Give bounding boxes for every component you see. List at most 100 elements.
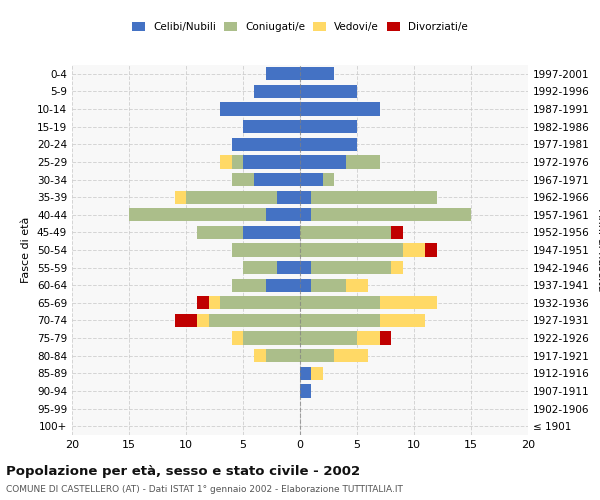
Bar [300, 314, 425, 327]
Bar [300, 156, 380, 168]
Bar [266, 208, 300, 222]
Bar [300, 384, 311, 398]
Bar [254, 85, 300, 98]
Bar [300, 314, 380, 327]
Bar [266, 67, 300, 80]
Bar [243, 261, 300, 274]
Bar [300, 384, 311, 398]
Bar [300, 67, 334, 80]
Bar [232, 173, 300, 186]
Bar [300, 173, 323, 186]
Bar [277, 261, 300, 274]
Bar [197, 226, 300, 239]
Bar [254, 85, 300, 98]
Bar [300, 332, 357, 344]
Bar [232, 156, 300, 168]
Bar [300, 244, 425, 256]
Bar [186, 190, 300, 204]
Bar [266, 67, 300, 80]
Bar [300, 208, 471, 222]
Bar [300, 138, 357, 151]
Bar [232, 244, 300, 256]
Bar [300, 244, 403, 256]
Bar [220, 102, 300, 116]
Bar [300, 226, 391, 239]
Bar [300, 226, 403, 239]
Bar [300, 208, 311, 222]
Bar [300, 85, 357, 98]
Bar [300, 173, 334, 186]
Bar [300, 102, 380, 116]
Bar [300, 208, 471, 222]
Bar [300, 366, 311, 380]
Bar [129, 208, 300, 222]
Bar [300, 366, 323, 380]
Bar [300, 278, 368, 292]
Bar [232, 278, 300, 292]
Bar [300, 349, 334, 362]
Bar [300, 190, 437, 204]
Bar [300, 85, 357, 98]
Bar [300, 226, 391, 239]
Bar [254, 85, 300, 98]
Bar [220, 156, 300, 168]
Bar [300, 296, 380, 310]
Bar [243, 120, 300, 134]
Bar [300, 261, 403, 274]
Bar [300, 85, 357, 98]
Bar [175, 190, 300, 204]
Bar [300, 102, 380, 116]
Bar [243, 120, 300, 134]
Bar [209, 314, 300, 327]
Bar [277, 190, 300, 204]
Bar [300, 296, 437, 310]
Y-axis label: Fasce di età: Fasce di età [22, 217, 31, 283]
Bar [300, 67, 334, 80]
Bar [232, 173, 300, 186]
Bar [266, 67, 300, 80]
Bar [197, 314, 300, 327]
Bar [197, 226, 300, 239]
Bar [243, 261, 300, 274]
Bar [300, 244, 437, 256]
Bar [300, 173, 334, 186]
Bar [243, 261, 300, 274]
Bar [300, 67, 334, 80]
Bar [300, 278, 368, 292]
Bar [197, 296, 300, 310]
Bar [232, 138, 300, 151]
Bar [300, 261, 403, 274]
Bar [300, 156, 380, 168]
Bar [254, 85, 300, 98]
Bar [300, 138, 357, 151]
Bar [220, 102, 300, 116]
Bar [300, 85, 357, 98]
Bar [232, 332, 300, 344]
Bar [300, 173, 334, 186]
Bar [300, 384, 311, 398]
Bar [300, 349, 368, 362]
Bar [300, 296, 437, 310]
Bar [300, 120, 357, 134]
Bar [254, 349, 300, 362]
Bar [266, 67, 300, 80]
Bar [300, 278, 346, 292]
Bar [300, 138, 357, 151]
Bar [175, 314, 300, 327]
Bar [300, 120, 357, 134]
Bar [300, 190, 311, 204]
Bar [175, 190, 300, 204]
Bar [232, 138, 300, 151]
Bar [300, 384, 311, 398]
Bar [243, 120, 300, 134]
Bar [300, 261, 391, 274]
Bar [197, 226, 300, 239]
Bar [232, 278, 300, 292]
Bar [300, 190, 437, 204]
Bar [243, 156, 300, 168]
Text: Popolazione per età, sesso e stato civile - 2002: Popolazione per età, sesso e stato civil… [6, 465, 360, 478]
Bar [232, 244, 300, 256]
Bar [300, 156, 380, 168]
Legend: Celibi/Nubili, Coniugati/e, Vedovi/e, Divorziati/e: Celibi/Nubili, Coniugati/e, Vedovi/e, Di… [132, 22, 468, 32]
Bar [300, 208, 471, 222]
